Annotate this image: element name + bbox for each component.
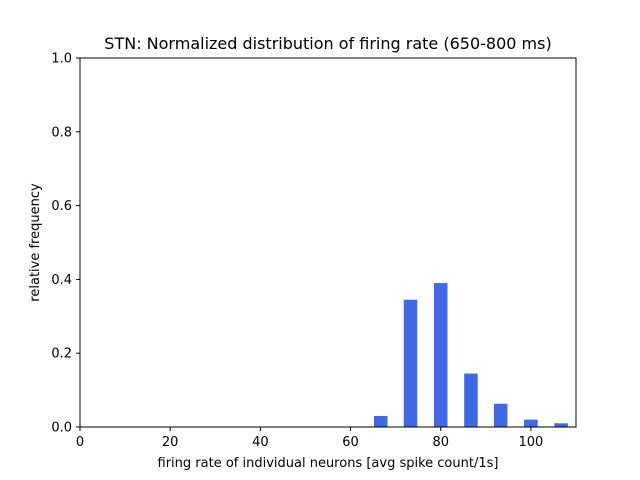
histogram-bar (403, 299, 418, 427)
y-tick-label: 0.0 (51, 421, 72, 436)
x-tick-label: 40 (252, 435, 269, 450)
bars-group (373, 283, 568, 427)
y-tick-label: 0.2 (51, 347, 72, 362)
histogram-bar (373, 415, 388, 427)
histogram-bar (554, 423, 568, 427)
histogram-bar (524, 419, 538, 427)
x-tick-label: 80 (432, 435, 449, 450)
chart-title: STN: Normalized distribution of firing r… (104, 34, 551, 53)
x-tick-label: 100 (518, 435, 543, 450)
y-tick-label: 0.6 (51, 199, 72, 214)
y-axis-ticks: 0.0 0.2 0.4 0.6 0.8 1.0 (51, 52, 80, 436)
x-axis-ticks: 0 20 40 60 80 100 (76, 427, 543, 450)
x-tick-label: 20 (162, 435, 179, 450)
histogram-bar (433, 283, 448, 427)
y-axis-label: relative frequency (28, 183, 43, 302)
y-tick-label: 1.0 (51, 52, 72, 67)
histogram-bar (493, 403, 508, 427)
histogram-bar (464, 373, 478, 427)
x-axis-label: firing rate of individual neurons [avg s… (158, 456, 499, 471)
y-tick-label: 0.8 (51, 125, 72, 140)
x-tick-label: 0 (76, 435, 84, 450)
y-tick-label: 0.4 (51, 273, 72, 288)
plot-frame (79, 57, 577, 428)
x-tick-label: 60 (342, 435, 359, 450)
